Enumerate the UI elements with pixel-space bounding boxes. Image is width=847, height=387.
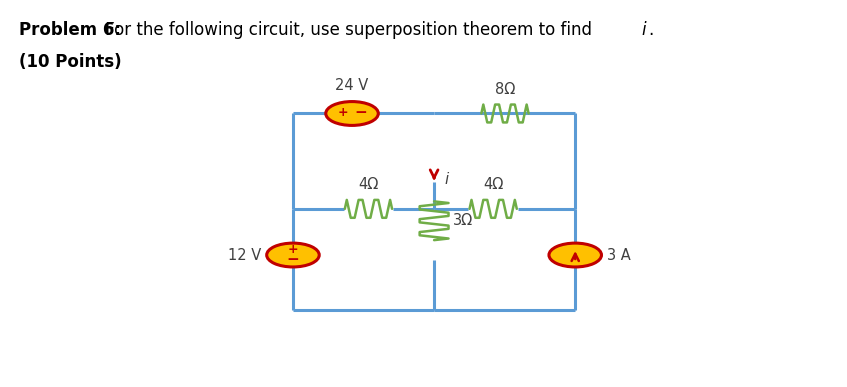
Text: 4Ω: 4Ω (483, 176, 503, 192)
Text: i: i (445, 172, 449, 187)
Text: 4Ω: 4Ω (358, 176, 379, 192)
Text: −: − (355, 105, 368, 120)
Text: 3Ω: 3Ω (452, 213, 473, 228)
Text: −: − (286, 252, 299, 267)
Circle shape (549, 243, 601, 267)
Text: Problem 6:: Problem 6: (19, 21, 120, 39)
Text: (10 Points): (10 Points) (19, 53, 121, 72)
Text: +: + (338, 106, 348, 119)
Text: 3 A: 3 A (606, 248, 630, 262)
Text: i: i (641, 21, 645, 39)
Text: For the following circuit, use superposition theorem to find: For the following circuit, use superposi… (100, 21, 597, 39)
Text: 12 V: 12 V (228, 248, 262, 262)
Circle shape (326, 101, 379, 125)
Text: 8Ω: 8Ω (495, 82, 515, 97)
Text: +: + (288, 243, 298, 256)
Circle shape (267, 243, 319, 267)
Text: .: . (648, 21, 653, 39)
Text: 24 V: 24 V (335, 78, 368, 93)
